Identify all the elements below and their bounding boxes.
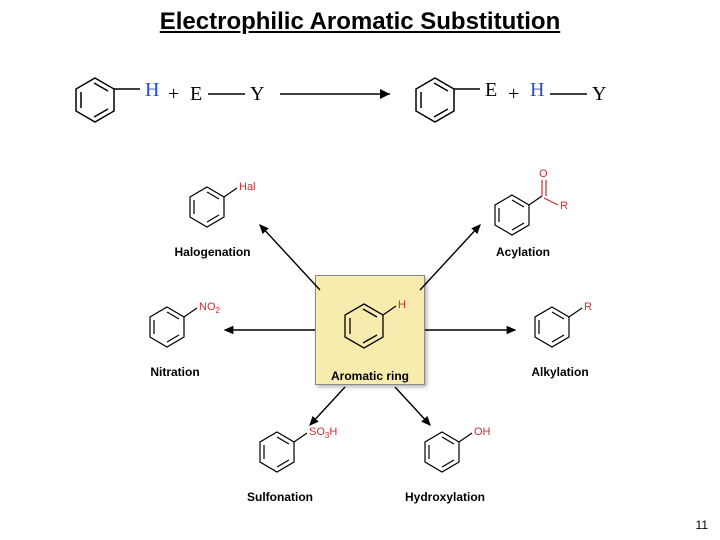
- product-sulfonation: SO3H: [245, 410, 355, 485]
- label-hydroxylation: Hydroxylation: [395, 490, 495, 504]
- acyl-R: R: [560, 200, 568, 212]
- substituent-hal: Hal: [239, 181, 256, 193]
- general-reaction-equation: H + E Y E + H Y: [60, 60, 660, 140]
- reaction-hub-diagram: H Aromatic ring Hal: [120, 165, 620, 525]
- eq-right-H: H: [530, 79, 544, 101]
- eq-right-Y: Y: [592, 83, 606, 105]
- product-halogenation: Hal: [175, 165, 265, 240]
- label-halogenation: Halogenation: [165, 245, 260, 259]
- product-nitration: NO2: [135, 285, 235, 360]
- substituent-so3h: SO3H: [309, 426, 337, 440]
- eq-left-H: H: [145, 79, 159, 101]
- center-aromatic-ring-box: H Aromatic ring: [315, 275, 425, 385]
- substituent-OH: OH: [474, 426, 491, 438]
- substituent-R: R: [584, 301, 592, 313]
- benzene-reactant: [76, 78, 140, 122]
- center-substituent-H: H: [398, 299, 406, 311]
- product-hydroxylation: OH: [410, 410, 500, 485]
- page-number: 11: [696, 518, 708, 532]
- substituent-no2: NO2: [199, 301, 221, 315]
- eq-E: E: [190, 83, 202, 105]
- eq-plus1: +: [168, 83, 179, 105]
- product-acylation: O R: [480, 165, 580, 250]
- eq-Y: Y: [250, 83, 264, 105]
- benzene-product: [416, 78, 480, 122]
- eq-right-E: E: [485, 79, 497, 101]
- product-alkylation: R: [520, 285, 610, 360]
- label-sulfonation: Sulfonation: [235, 490, 325, 504]
- label-alkylation: Alkylation: [520, 365, 600, 379]
- acyl-O: O: [539, 168, 548, 180]
- page-title: Electrophilic Aromatic Substitution: [0, 0, 720, 36]
- label-nitration: Nitration: [140, 365, 210, 379]
- label-acylation: Acylation: [483, 245, 563, 259]
- eq-plus2: +: [508, 83, 519, 105]
- center-label: Aromatic ring: [316, 369, 424, 383]
